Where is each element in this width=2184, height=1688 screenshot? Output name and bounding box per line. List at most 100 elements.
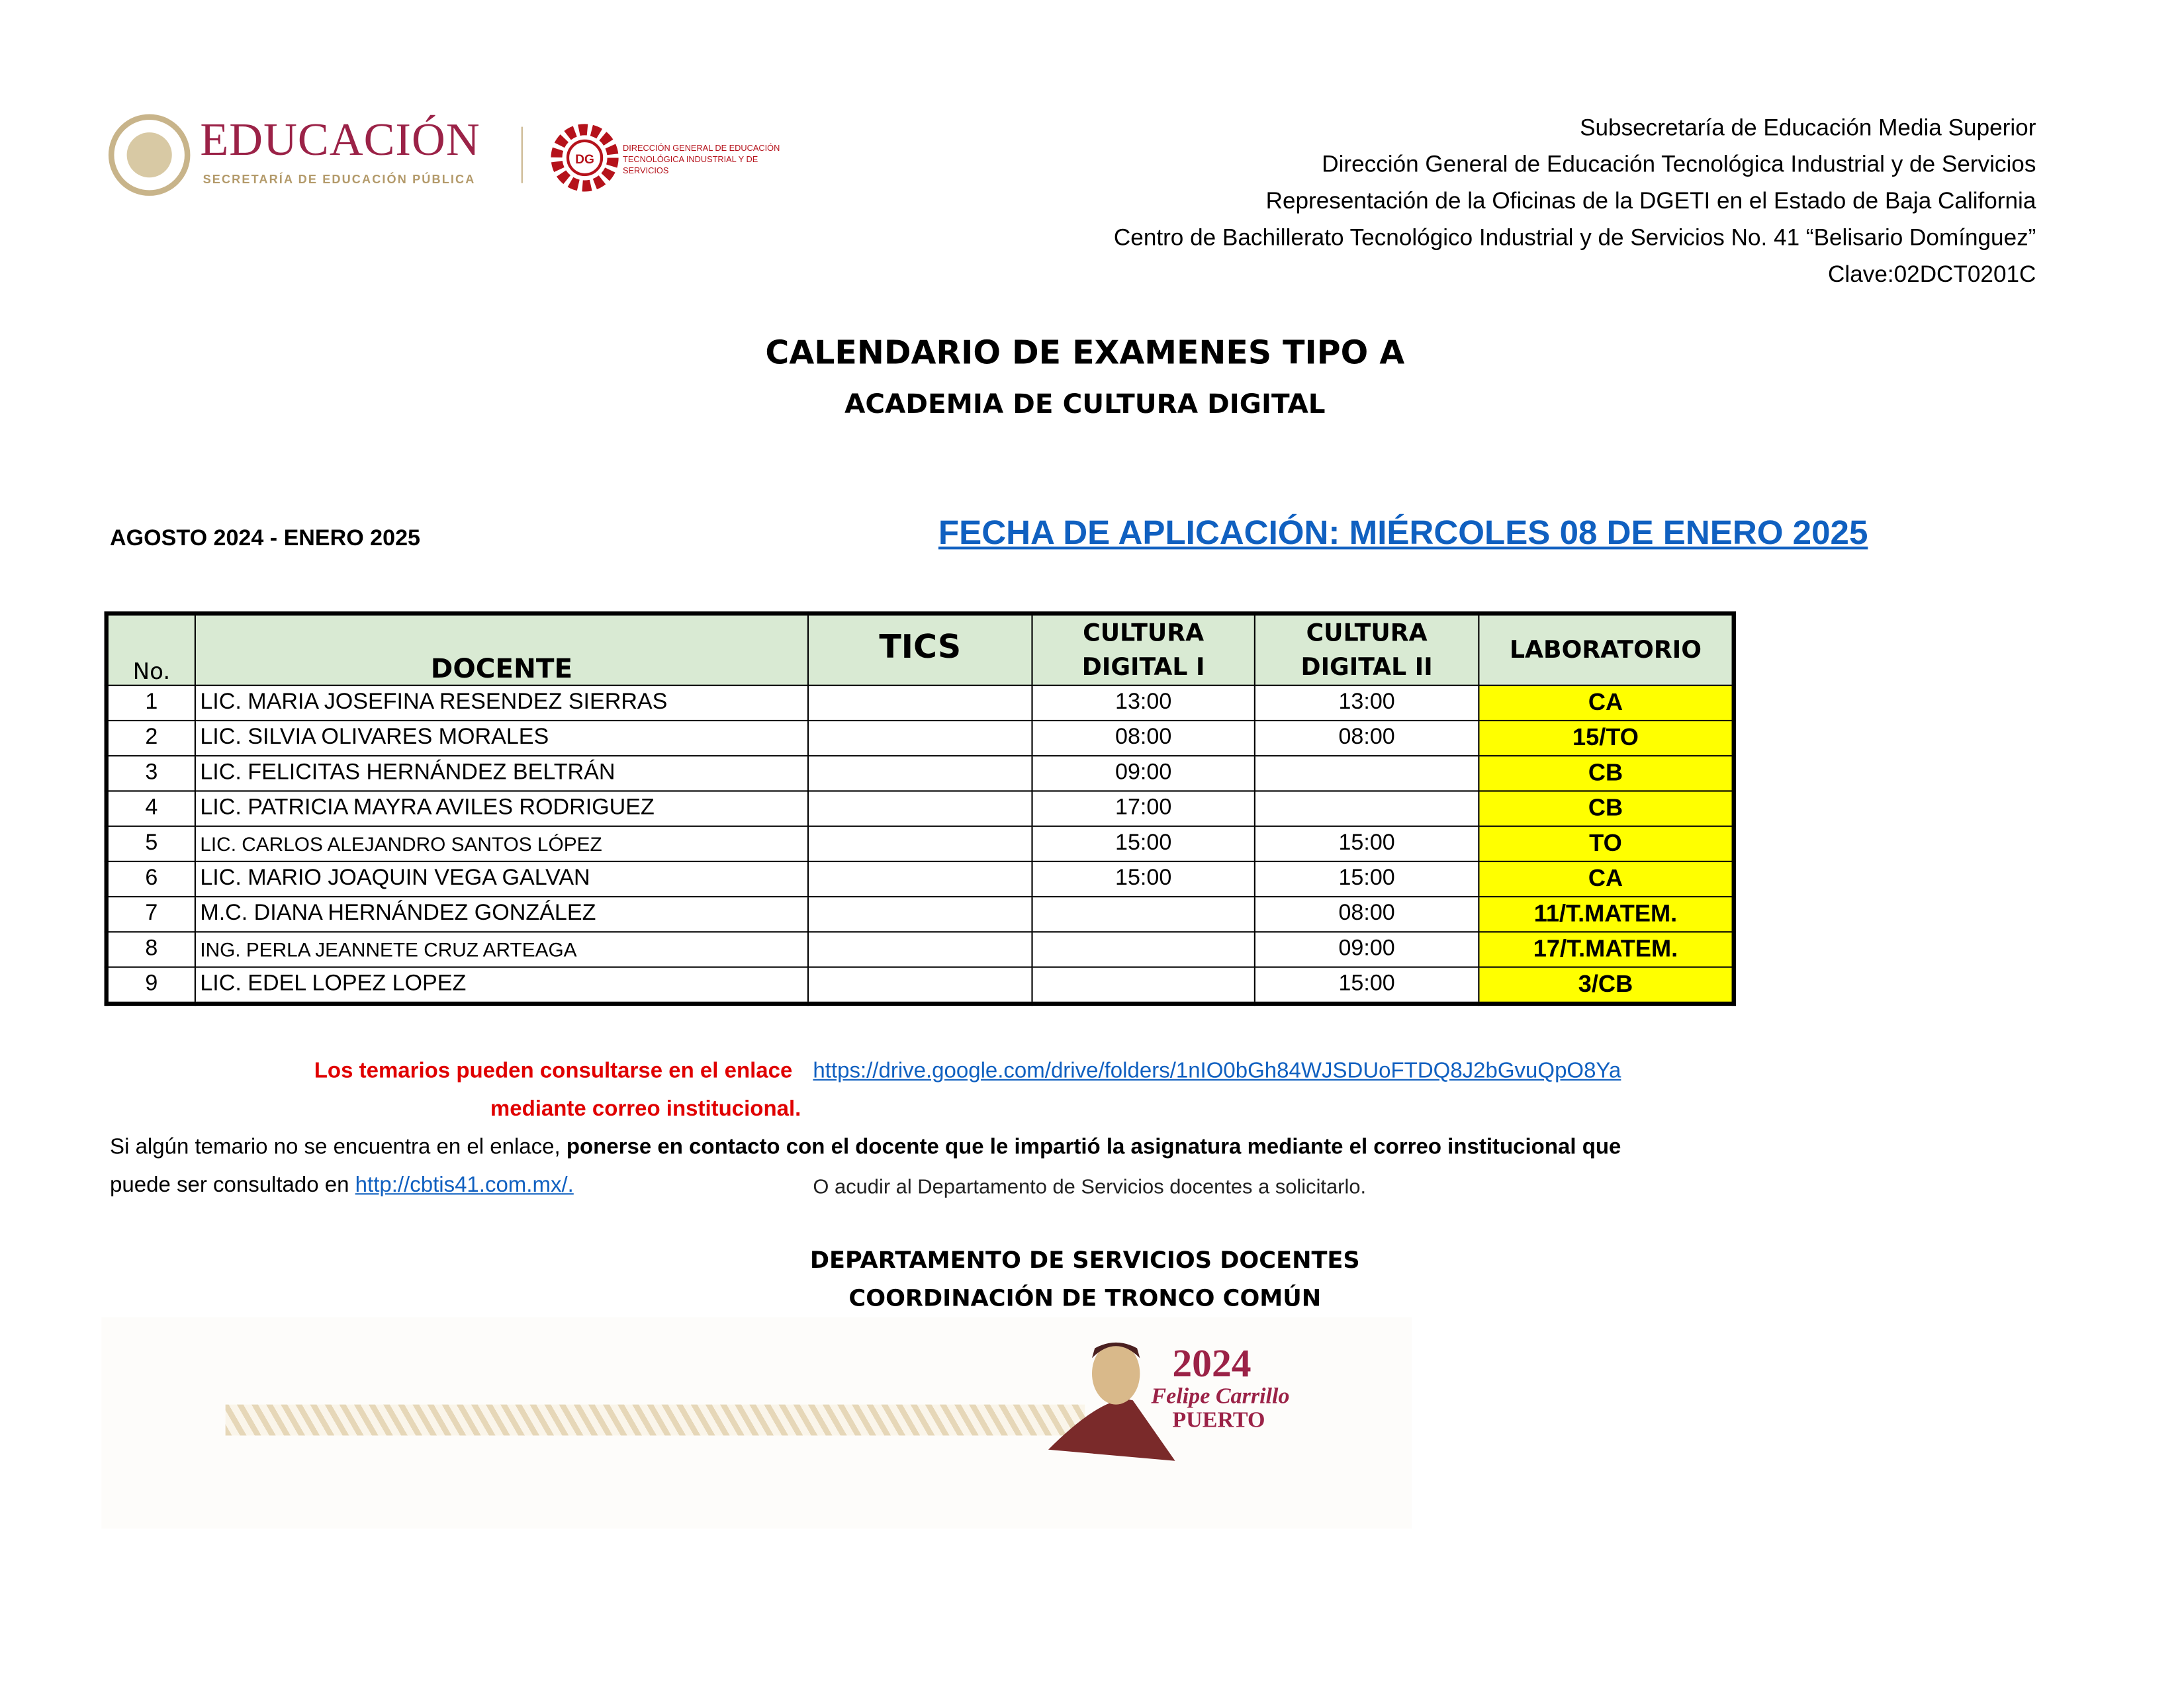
docente-name: LIC. FELICITAS HERNÁNDEZ BELTRÁN [194,755,809,792]
col-cultura-digital-2: CULTURA DIGITAL II [1253,613,1480,686]
col-cd1-line1: CULTURA [1083,619,1205,648]
table-row: 5 LIC. CARLOS ALEJANDRO SANTOS LÓPEZ 15:00… [105,825,1735,862]
col-laboratorio: LABORATORIO [1478,613,1735,686]
cultura-digital-1-time: 09:00 [1031,755,1255,792]
docente-name: LIC. MARIO JOAQUIN VEGA GALVAN [194,860,809,898]
cultura-digital-2-time: 09:00 [1253,931,1480,968]
laboratorio-cell: CA [1478,684,1735,722]
footer-department: DEPARTAMENTO DE SERVICIOS DOCENTES [809,1247,1360,1274]
docente-name: M.C. DIANA HERNÁNDEZ GONZÁLEZ [194,896,809,933]
col-cd2-line2: DIGITAL II [1300,652,1433,682]
exam-schedule-table: No. DOCENTE TICS CULTURA DIGITAL I CULTUR… [104,611,1736,1006]
site-note: puede ser consultado en http://cbtis41.c… [110,1173,574,1198]
cultura-digital-1-time: 17:00 [1031,790,1255,827]
table-row: 1 LIC. MARIA JOSEFINA RESENDEZ SIERRAS 13:… [105,684,1735,722]
table-row: 2 LIC. SILVIA OLIVARES MORALES 08:00 08:00 1… [105,719,1735,757]
footer-banner: 2024 Felipe Carrillo PUERTO [101,1317,1412,1529]
col-cd1-line2: DIGITAL I [1081,652,1205,682]
table-header-row: No. DOCENTE TICS CULTURA DIGITAL I CULTUR… [105,613,1735,686]
drive-link[interactable]: https://drive.google.com/drive/folders/1… [813,1059,1621,1084]
svg-text:DG: DG [575,153,594,167]
docente-name: LIC. CARLOS ALEJANDRO SANTOS LÓPEZ [194,825,809,862]
logo-divider [521,126,523,183]
sep-logo-title: EDUCACIÓN [200,115,480,167]
cultura-digital-2-time: 15:00 [1253,966,1480,1004]
col-cultura-digital-1: CULTURA DIGITAL I [1031,613,1255,686]
docente-name: LIC. PATRICIA MAYRA AVILES RODRIGUEZ [194,790,809,827]
docente-name: LIC. MARIA JOSEFINA RESENDEZ SIERRAS [194,684,809,722]
laboratorio-cell: 15/TO [1478,719,1735,757]
laboratorio-cell: CB [1478,790,1735,827]
banner-surname: PUERTO [1172,1409,1265,1433]
banner-year: 2024 [1172,1342,1251,1386]
cultura-digital-2-time [1253,755,1480,792]
tics-time [807,896,1033,933]
laboratorio-cell: 3/CB [1478,966,1735,1004]
row-number: 8 [105,931,196,968]
col-docente: DOCENTE [194,613,809,686]
cultura-digital-1-time [1031,966,1255,1004]
contact-note: Si algún temario no se encuentra en el e… [110,1135,1621,1161]
cultura-digital-1-time [1031,896,1255,933]
cultura-digital-1-time: 13:00 [1031,684,1255,722]
cultura-digital-2-time: 08:00 [1253,896,1480,933]
tics-time [807,931,1033,968]
col-cd2-line1: CULTURA [1306,619,1428,648]
table-row: 6 LIC. MARIO JOAQUIN VEGA GALVAN 15:00 15:0… [105,860,1735,898]
department-note: O acudir al Departamento de Servicios do… [813,1176,1367,1199]
row-number: 9 [105,966,196,1004]
header-line-2: Dirección General de Educación Tecnológi… [1322,152,2036,178]
temarios-note-2: mediante correo institucional. [490,1097,801,1122]
tics-time [807,684,1033,722]
site-link[interactable]: http://cbtis41.com.mx/. [355,1173,574,1198]
header-line-4: Centro de Bachillerato Tecnológico Indus… [1113,225,2036,251]
application-date-banner: FECHA DE APLICACIÓN: MIÉRCOLES 08 DE ENE… [938,514,1868,553]
sep-logo: EDUCACIÓN SECRETARÍA DE EDUCACIÓN PÚBLIC… [105,110,499,200]
decorative-band [225,1404,1085,1436]
tics-time [807,719,1033,757]
col-no: No. [105,613,196,686]
page-title: CALENDARIO DE EXAMENES TIPO A [765,335,1405,373]
tics-time [807,860,1033,898]
docente-name: LIC. EDEL LOPEZ LOPEZ [194,966,809,1004]
cultura-digital-2-time: 15:00 [1253,825,1480,862]
col-tics: TICS [807,613,1033,686]
cultura-digital-2-time: 08:00 [1253,719,1480,757]
banner-name: Felipe Carrillo [1151,1384,1290,1409]
cultura-digital-2-time [1253,790,1480,827]
docente-name: ING. PERLA JEANNETE CRUZ ARTEAGA [194,931,809,968]
site-note-text: puede ser consultado en [110,1173,355,1198]
sep-logo-subtitle: SECRETARÍA DE EDUCACIÓN PÚBLICA [203,171,476,187]
laboratorio-cell: TO [1478,825,1735,862]
table-row: 4 LIC. PATRICIA MAYRA AVILES RODRIGUEZ 17:… [105,790,1735,827]
cultura-digital-1-time: 15:00 [1031,825,1255,862]
docente-name: LIC. SILVIA OLIVARES MORALES [194,719,809,757]
footer-coordination: COORDINACIÓN DE TRONCO COMÚN [848,1284,1322,1312]
cultura-digital-2-time: 13:00 [1253,684,1480,722]
laboratorio-cell: 17/T.MATEM. [1478,931,1735,968]
tics-time [807,755,1033,792]
row-number: 6 [105,860,196,898]
laboratorio-cell: 11/T.MATEM. [1478,896,1735,933]
row-number: 2 [105,719,196,757]
tics-time [807,825,1033,862]
mexico-seal-icon [108,114,191,196]
cultura-digital-1-time: 15:00 [1031,860,1255,898]
header-line-1: Subsecretaría de Educación Media Superio… [1580,115,2036,141]
row-number: 7 [105,896,196,933]
table-row: 7 M.C. DIANA HERNÁNDEZ GONZÁLEZ 08:00 11/T.… [105,896,1735,933]
table-row: 9 LIC. EDEL LOPEZ LOPEZ 15:00 3/CB [105,966,1735,1004]
table-row: 3 LIC. FELICITAS HERNÁNDEZ BELTRÁN 09:00 CB [105,755,1735,792]
dgeti-gear-icon: DG [551,124,619,192]
row-number: 4 [105,790,196,827]
laboratorio-cell: CB [1478,755,1735,792]
dgeti-logo-text: DIRECCIÓN GENERAL DE EDUCACIÓN TECNOLÓGI… [623,145,780,177]
temarios-note: Los temarios pueden consultarse en el en… [314,1059,793,1084]
row-number: 5 [105,825,196,862]
tics-time [807,790,1033,827]
header-line-5: Clave:02DCT0201C [1828,261,2036,288]
period-label: AGOSTO 2024 - ENERO 2025 [110,527,420,551]
row-number: 1 [105,684,196,722]
cultura-digital-1-time: 08:00 [1031,719,1255,757]
